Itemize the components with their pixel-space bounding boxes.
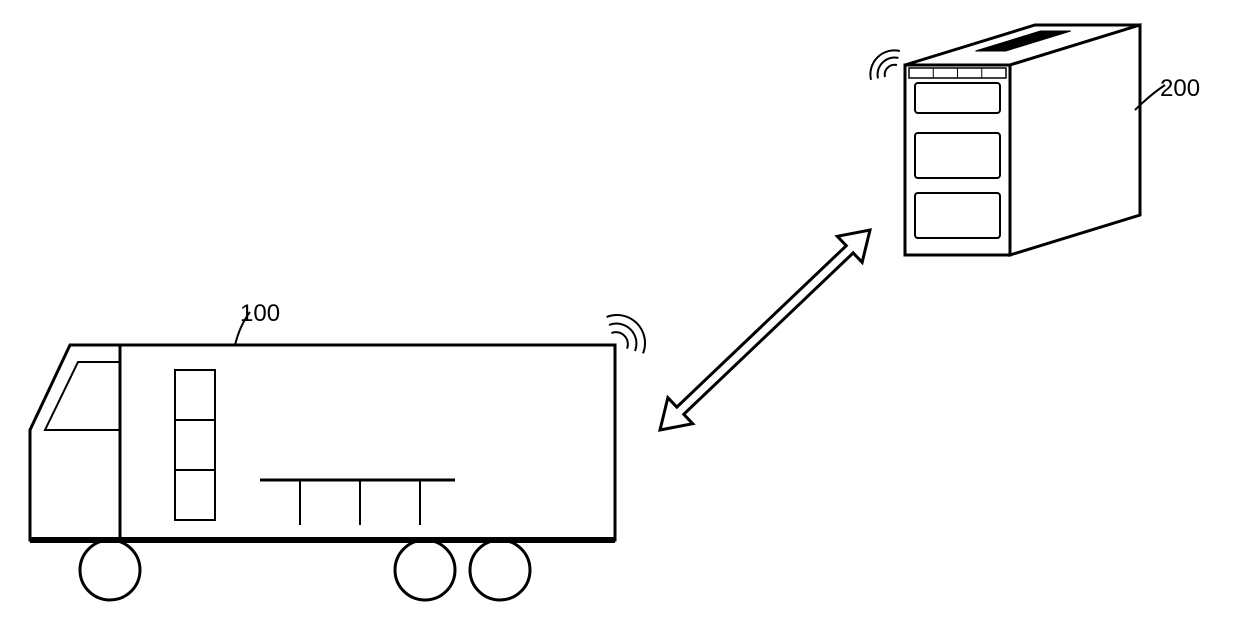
wifi-arc bbox=[609, 324, 636, 351]
wifi-arc bbox=[885, 65, 897, 77]
server-label: 200 bbox=[1160, 75, 1200, 103]
truck-label: 100 bbox=[240, 300, 280, 328]
wifi-arc bbox=[607, 315, 645, 353]
truck bbox=[30, 312, 645, 600]
double-arrow bbox=[660, 230, 870, 430]
server bbox=[870, 25, 1165, 255]
